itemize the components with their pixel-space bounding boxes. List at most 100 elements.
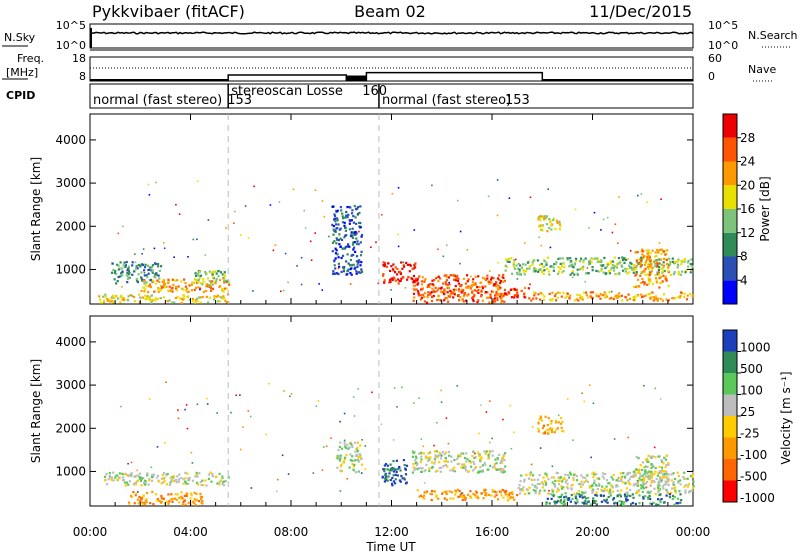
echo-cell (635, 468, 638, 472)
echo-cell (336, 253, 339, 256)
echo-cell (360, 457, 363, 460)
echo-cell (360, 235, 363, 238)
power-y-label: Slant Range [km] (29, 157, 43, 261)
echo-cell (628, 297, 632, 300)
echo-cell (639, 464, 642, 467)
echo-cell (473, 462, 476, 466)
echo-cell (540, 271, 543, 274)
echo-cell (624, 477, 627, 480)
echo-cell (357, 455, 360, 458)
echo-cell (632, 298, 635, 301)
echo-cell (438, 467, 441, 470)
echo-cell (171, 500, 174, 503)
echo-cell (344, 234, 347, 237)
echo-cell (142, 503, 145, 506)
echo-cell (422, 293, 425, 296)
echo-cell (332, 228, 335, 231)
echo-cell (679, 291, 683, 294)
echo-cell (452, 288, 455, 291)
frequency-dip-mark (346, 75, 367, 82)
echo-cell (541, 419, 544, 422)
colorbar-tick-label: 24 (740, 155, 755, 169)
echo-cell (667, 473, 670, 476)
echo-cell (595, 293, 598, 296)
echo-cell (357, 259, 360, 262)
echo-cell (442, 282, 445, 285)
echo-cell (439, 287, 442, 290)
echo-cell (357, 271, 360, 274)
echo-cell (420, 438, 423, 440)
echo-cell (659, 258, 663, 261)
echo-cell (440, 466, 443, 469)
echo-cell (426, 456, 430, 459)
echo-cell (333, 218, 336, 221)
echo-cell (430, 498, 433, 502)
echo-cell (496, 458, 499, 461)
echo-cell (637, 489, 640, 492)
echo-cell (450, 291, 453, 294)
echo-cell (188, 284, 191, 287)
echo-cell (566, 398, 569, 400)
echo-cell (345, 245, 349, 248)
echo-cell (625, 498, 628, 501)
echo-cell (678, 490, 681, 493)
echo-cell (176, 279, 179, 282)
echo-cell (358, 230, 360, 233)
echo-cell (112, 301, 115, 304)
echo-cell (657, 271, 660, 274)
echo-cell (628, 482, 631, 485)
echo-cell (151, 490, 154, 494)
echo-cell (662, 261, 665, 264)
echo-cell (354, 450, 357, 453)
echo-cell (454, 284, 457, 288)
echo-cell (532, 426, 534, 428)
echo-cell (500, 467, 502, 470)
echo-cell (128, 272, 131, 275)
echo-cell (687, 483, 691, 486)
echo-cell (624, 492, 627, 495)
echo-cell (575, 298, 578, 301)
echo-cell (208, 270, 211, 273)
echo-cell (143, 481, 146, 484)
echo-cell (157, 288, 160, 291)
echo-cell (641, 490, 644, 493)
echo-cell (613, 502, 616, 505)
echo-cell (498, 288, 501, 291)
echo-cell (665, 470, 668, 474)
echo-cell (117, 275, 120, 279)
echo-cell (217, 270, 220, 273)
echo-cell (106, 297, 109, 301)
echo-cell (543, 295, 546, 298)
echo-cell (634, 251, 637, 254)
echo-cell (272, 249, 275, 252)
echo-cell (592, 471, 596, 474)
echo-cell (646, 266, 650, 269)
echo-cell (488, 282, 491, 285)
echo-cell (645, 249, 648, 252)
echo-cell (184, 477, 187, 480)
echo-cell (120, 405, 122, 408)
echo-cell (592, 402, 595, 405)
echo-cell (412, 274, 416, 278)
echo-cell (394, 482, 397, 485)
echo-cell (185, 494, 188, 497)
echo-cell (557, 499, 560, 502)
echo-cell (622, 501, 625, 505)
echo-cell (333, 260, 336, 263)
echo-cell (180, 280, 183, 283)
echo-cell (547, 431, 550, 434)
echo-cell (665, 494, 668, 497)
echo-cell (605, 498, 608, 501)
echo-cell (312, 472, 315, 474)
echo-cell (581, 392, 583, 394)
echo-cell (156, 279, 159, 282)
noise-trace (91, 31, 694, 35)
echo-cell (190, 283, 193, 286)
echo-cell (318, 283, 320, 285)
echo-cell (138, 475, 141, 478)
echo-cell (119, 261, 122, 264)
echo-cell (223, 271, 226, 274)
echo-cell (673, 271, 676, 274)
echo-cell (555, 501, 558, 504)
echo-cell (478, 470, 481, 473)
